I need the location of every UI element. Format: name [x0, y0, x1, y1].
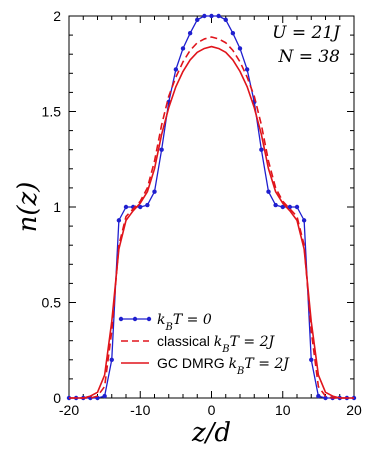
series-point	[301, 218, 307, 223]
series-point	[323, 395, 328, 401]
legend-label-part: k	[157, 312, 165, 328]
series-point	[287, 204, 293, 210]
labels-layer: -20 -10 0 10 20 0 0.5 1 1.5 2 z/d n(z) U = 21J N = 38	[13, 8, 362, 448]
parameter-annotation: N = 38	[277, 47, 340, 67]
series-point	[173, 67, 179, 72]
series-point	[259, 147, 264, 152]
legend-label-part: classical	[157, 333, 214, 349]
series-point	[237, 46, 243, 51]
series-line-2	[69, 45, 354, 399]
series-point	[294, 204, 300, 210]
series-point	[109, 357, 114, 362]
legend-swatch-point	[132, 316, 138, 322]
y-tick-label: 1.5	[42, 104, 62, 120]
series-point	[230, 30, 236, 36]
parameter-annotation: U = 21J	[272, 23, 341, 43]
x-tick-label: 20	[346, 402, 362, 418]
series-point	[180, 46, 186, 51]
legend-label-part: T = 2J	[230, 334, 276, 350]
series-point	[316, 393, 321, 399]
series-point	[102, 393, 107, 399]
series-point	[116, 218, 122, 223]
series-point	[202, 13, 207, 19]
x-tick-label: 10	[275, 402, 291, 418]
y-tick-label: 2	[53, 8, 61, 24]
series-point	[309, 357, 314, 362]
series-point	[216, 13, 221, 19]
series-point	[280, 204, 285, 210]
legend-label: kBT = 0	[157, 312, 212, 333]
y-axis-title: n(z)	[13, 182, 43, 233]
series-point	[266, 189, 271, 194]
y-tick-label: 0	[53, 390, 61, 406]
series-point	[159, 147, 164, 152]
legend-label: classical kBT = 2J	[157, 333, 276, 355]
legend-label-part: GC DMRG	[157, 355, 229, 371]
series-layer	[66, 13, 357, 401]
series-point	[145, 202, 150, 208]
series-point	[187, 30, 193, 36]
legend-label-part: B	[236, 366, 244, 377]
legend-label-part: B	[164, 322, 172, 333]
x-tick-label: -20	[59, 402, 79, 418]
series-point	[273, 202, 278, 208]
legend-label: GC DMRG kBT = 2J	[157, 355, 290, 377]
y-tick-label: 0.5	[42, 295, 62, 311]
y-tick-label: 1	[53, 199, 61, 215]
legend-label-part: k	[229, 356, 237, 372]
series-point	[123, 204, 129, 210]
series-point	[244, 67, 250, 72]
x-tick-label: 0	[208, 402, 216, 418]
series-point	[138, 204, 143, 210]
x-axis-title: z/d	[191, 418, 231, 448]
legend-label-part: T = 0	[173, 312, 212, 328]
series-point	[195, 17, 200, 23]
series-point	[152, 189, 157, 194]
x-tick-label: -10	[130, 402, 150, 418]
series-point	[223, 17, 228, 23]
legend-swatch-point	[146, 316, 152, 322]
series-point	[209, 13, 214, 19]
legend-swatch-point	[118, 316, 124, 322]
legend-label-part: k	[214, 334, 222, 350]
legend-label-part: B	[221, 344, 229, 355]
legend-label-part: T = 2J	[244, 356, 290, 372]
